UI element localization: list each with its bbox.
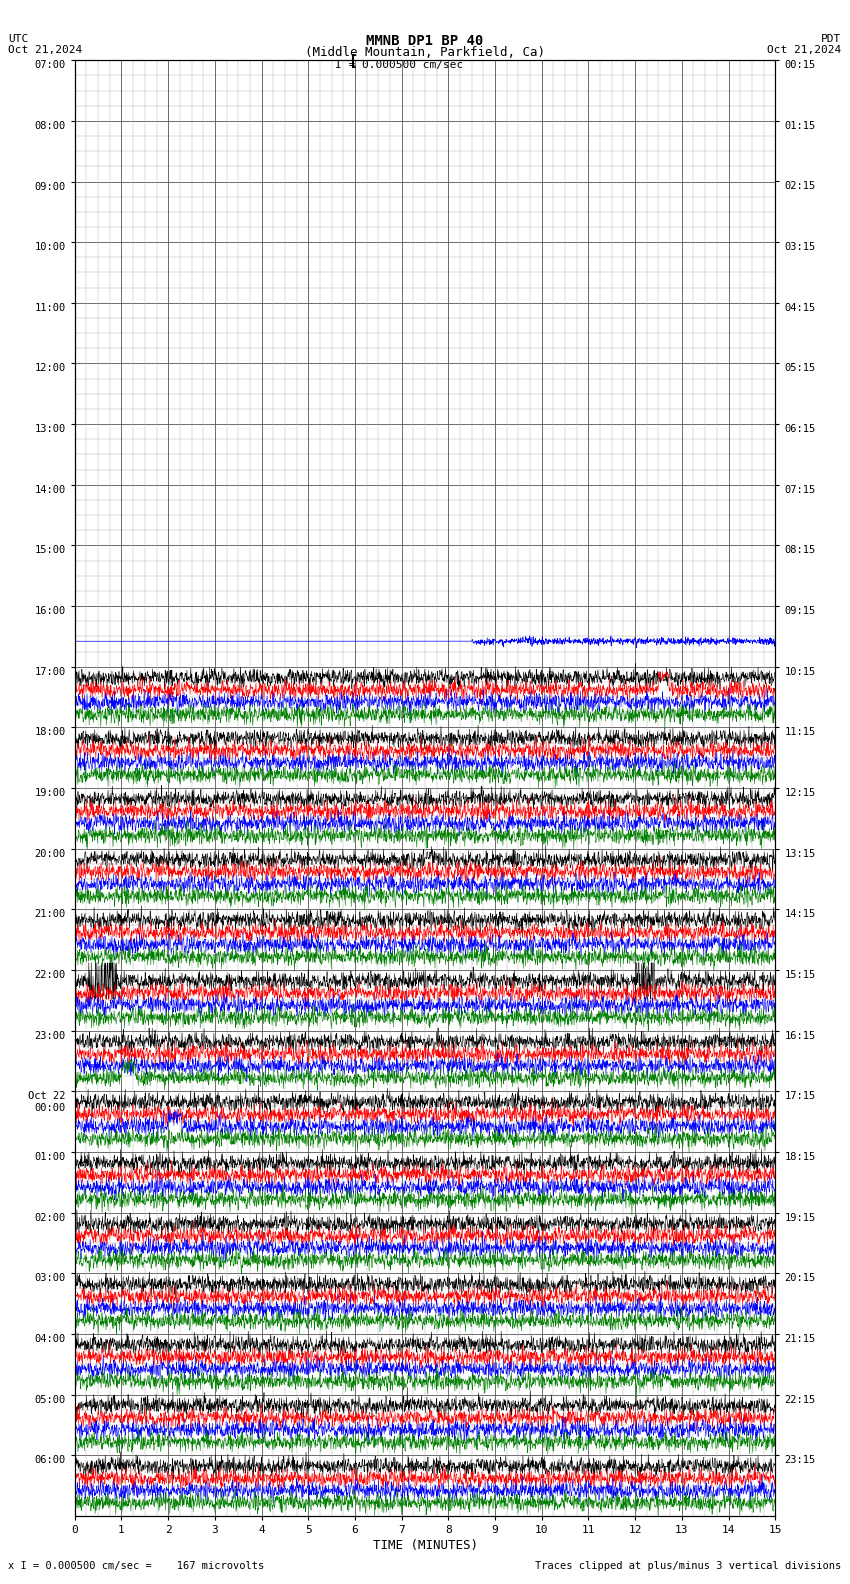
X-axis label: TIME (MINUTES): TIME (MINUTES): [372, 1540, 478, 1552]
Text: I = 0.000500 cm/sec: I = 0.000500 cm/sec: [336, 60, 463, 70]
Text: MMNB DP1 BP 40: MMNB DP1 BP 40: [366, 33, 484, 48]
Text: Oct 21,2024: Oct 21,2024: [768, 44, 842, 55]
Text: x I = 0.000500 cm/sec =    167 microvolts: x I = 0.000500 cm/sec = 167 microvolts: [8, 1562, 264, 1571]
Text: Oct 21,2024: Oct 21,2024: [8, 44, 82, 55]
Text: Traces clipped at plus/minus 3 vertical divisions: Traces clipped at plus/minus 3 vertical …: [536, 1562, 842, 1571]
Text: UTC: UTC: [8, 33, 29, 44]
Text: (Middle Mountain, Parkfield, Ca): (Middle Mountain, Parkfield, Ca): [305, 46, 545, 59]
Text: PDT: PDT: [821, 33, 842, 44]
